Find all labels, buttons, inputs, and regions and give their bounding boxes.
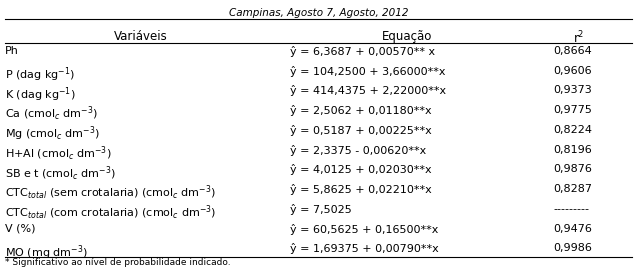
Text: Ph: Ph [4,46,18,56]
Text: ŷ = 0,5187 + 0,00225**x: ŷ = 0,5187 + 0,00225**x [290,125,432,136]
Text: P (dag kg$^{-1}$): P (dag kg$^{-1}$) [4,66,75,84]
Text: Campinas, Agosto 7, Agosto, 2012: Campinas, Agosto 7, Agosto, 2012 [229,8,408,18]
Text: MO (mg dm$^{-3}$): MO (mg dm$^{-3}$) [4,243,87,262]
Text: 0,8196: 0,8196 [553,145,592,155]
Text: ŷ = 1,69375 + 0,00790**x: ŷ = 1,69375 + 0,00790**x [290,243,439,254]
Text: 0,9606: 0,9606 [553,66,592,76]
Text: V (%): V (%) [4,224,35,233]
Text: 0,9373: 0,9373 [553,85,592,96]
Text: ŷ = 104,2500 + 3,66000**x: ŷ = 104,2500 + 3,66000**x [290,66,445,77]
Text: ŷ = 60,5625 + 0,16500**x: ŷ = 60,5625 + 0,16500**x [290,224,438,235]
Text: ŷ = 414,4375 + 2,22000**x: ŷ = 414,4375 + 2,22000**x [290,85,446,96]
Text: K (dag kg$^{-1}$): K (dag kg$^{-1}$) [4,85,75,104]
Text: ŷ = 5,8625 + 0,02210**x: ŷ = 5,8625 + 0,02210**x [290,184,432,195]
Text: ŷ = 2,5062 + 0,01180**x: ŷ = 2,5062 + 0,01180**x [290,105,432,116]
Text: 0,9775: 0,9775 [553,105,592,115]
Text: Mg (cmol$_c$ dm$^{-3}$): Mg (cmol$_c$ dm$^{-3}$) [4,125,99,144]
Text: 0,9876: 0,9876 [553,164,592,174]
Text: 0,9986: 0,9986 [553,243,592,253]
Text: ---------: --------- [553,204,589,214]
Text: CTC$_{total}$ (com crotalaria) (cmol$_c$ dm$^{-3}$): CTC$_{total}$ (com crotalaria) (cmol$_c$… [4,204,216,222]
Text: 0,9476: 0,9476 [553,224,592,233]
Text: ŷ = 2,3375 - 0,00620**x: ŷ = 2,3375 - 0,00620**x [290,145,426,156]
Text: 0,8287: 0,8287 [553,184,592,194]
Text: SB e t (cmol$_c$ dm$^{-3}$): SB e t (cmol$_c$ dm$^{-3}$) [4,164,116,183]
Text: 0,8224: 0,8224 [553,125,592,135]
Text: H+Al (cmol$_c$ dm$^{-3}$): H+Al (cmol$_c$ dm$^{-3}$) [4,145,111,163]
Text: CTC$_{total}$ (sem crotalaria) (cmol$_c$ dm$^{-3}$): CTC$_{total}$ (sem crotalaria) (cmol$_c$… [4,184,215,202]
Text: ŷ = 4,0125 + 0,02030**x: ŷ = 4,0125 + 0,02030**x [290,164,432,175]
Text: ŷ = 6,3687 + 0,00570** x: ŷ = 6,3687 + 0,00570** x [290,46,435,57]
Text: ŷ = 7,5025: ŷ = 7,5025 [290,204,352,215]
Text: Variáveis: Variáveis [114,30,168,43]
Text: 0,8664: 0,8664 [553,46,592,56]
Text: * Significativo ao nível de probabilidade indicado.: * Significativo ao nível de probabilidad… [4,258,230,267]
Text: Equação: Equação [382,30,433,43]
Text: Ca (cmol$_c$ dm$^{-3}$): Ca (cmol$_c$ dm$^{-3}$) [4,105,97,123]
Text: r$^2$: r$^2$ [573,30,584,46]
